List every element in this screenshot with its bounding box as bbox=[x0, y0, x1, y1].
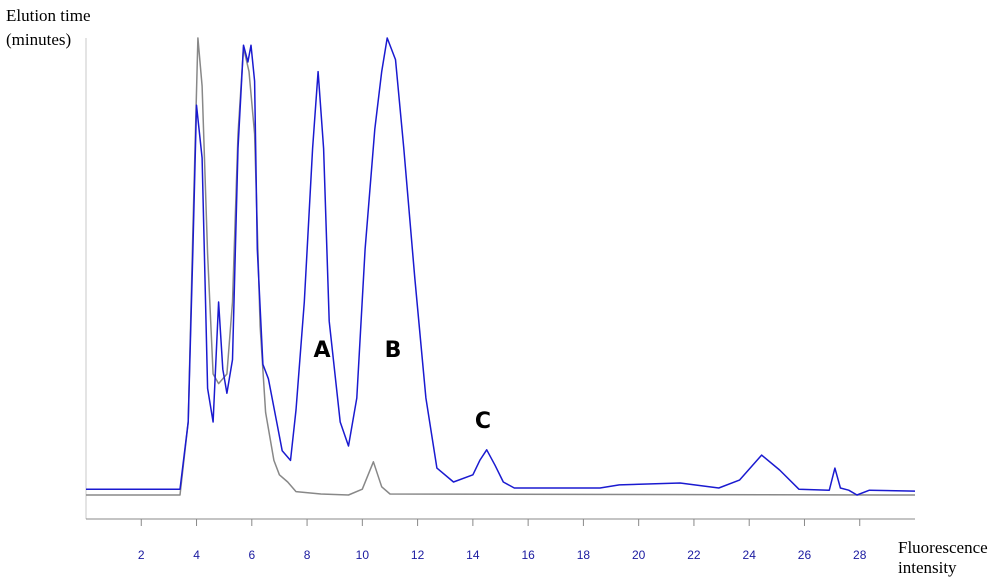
x-tick-label: 14 bbox=[466, 548, 480, 562]
x-axis-label: intensity bbox=[898, 558, 957, 577]
y-axis-label: (minutes) bbox=[6, 30, 71, 49]
x-tick-label: 24 bbox=[743, 548, 757, 562]
series-line bbox=[86, 37, 916, 496]
peak-annotation: A bbox=[313, 338, 330, 363]
x-tick-label: 4 bbox=[193, 548, 200, 562]
x-axis-label: Fluorescence bbox=[898, 538, 988, 557]
x-tick-label: 22 bbox=[687, 548, 701, 562]
x-tick-label: 12 bbox=[411, 548, 425, 562]
x-tick-label: 6 bbox=[248, 548, 255, 562]
x-tick-label: 16 bbox=[521, 548, 535, 562]
x-tick-label: 8 bbox=[304, 548, 311, 562]
x-tick-label: 10 bbox=[356, 548, 370, 562]
y-axis-label: Elution time bbox=[6, 6, 91, 25]
x-tick-label: 20 bbox=[632, 548, 646, 562]
x-tick-label: 28 bbox=[853, 548, 867, 562]
series-line bbox=[86, 37, 916, 496]
x-tick-label: 2 bbox=[138, 548, 145, 562]
x-tick-label: 18 bbox=[577, 548, 591, 562]
peak-annotation: C bbox=[475, 409, 491, 434]
x-tick-label: 26 bbox=[798, 548, 812, 562]
peak-annotation: B bbox=[385, 338, 402, 363]
